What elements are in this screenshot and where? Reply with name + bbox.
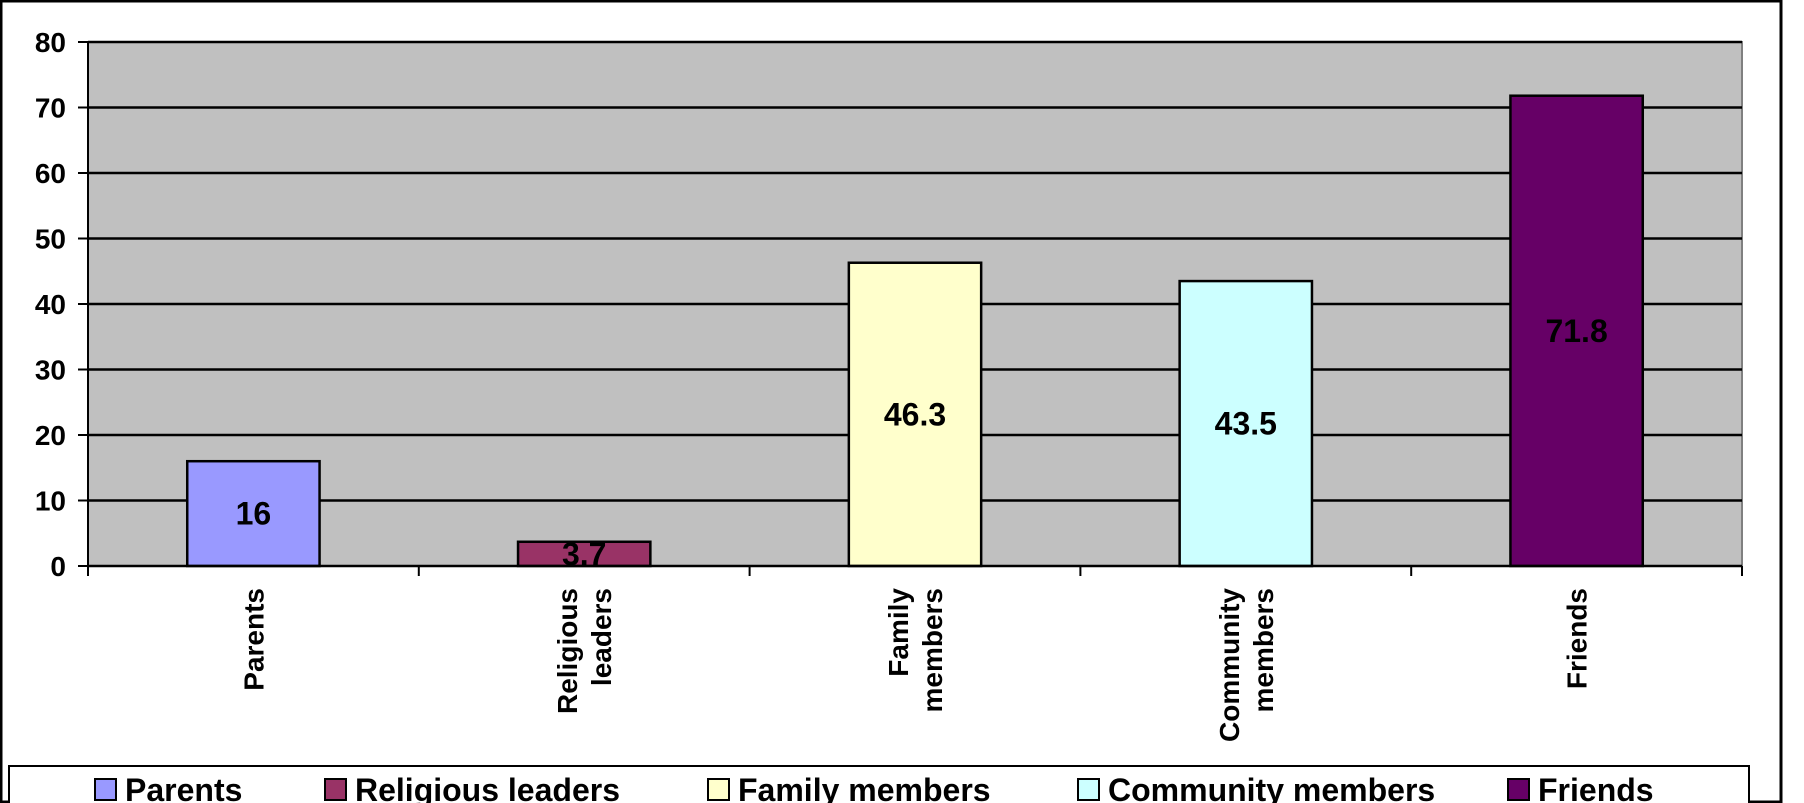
axes <box>78 41 1743 576</box>
y-tick-label: 30 <box>35 355 66 386</box>
x-category-label: Family members <box>883 588 948 713</box>
y-tick-label: 10 <box>35 486 66 517</box>
y-tick-label: 60 <box>35 158 66 189</box>
y-tick-label: 50 <box>35 224 66 255</box>
legend-label: Religious leaders <box>355 772 620 803</box>
x-category-label-line: members <box>917 588 948 713</box>
legend-swatch <box>1077 778 1100 801</box>
x-category-label: Religious leaders <box>552 588 617 714</box>
legend-label: Family members <box>738 772 991 803</box>
labels: 0 10 20 30 40 50 60 70 80 16 Parents 3.7 Religious le… <box>35 27 1608 742</box>
bar-friends <box>1509 94 1645 568</box>
x-category-label: Friends <box>1562 588 1593 689</box>
y-tick-label: 0 <box>50 551 66 582</box>
legend-label: Parents <box>125 772 242 803</box>
bars <box>185 94 1645 568</box>
data-label: 71.8 <box>1545 313 1607 349</box>
x-category-label-line: leaders <box>586 588 617 686</box>
bar-community-members <box>1178 279 1314 568</box>
x-category-label: Community members <box>1214 588 1279 742</box>
legend-swatch <box>707 778 730 801</box>
bar-religious-leaders <box>516 540 652 568</box>
bar-parents <box>185 459 321 568</box>
y-tick-label: 70 <box>35 93 66 124</box>
x-category-label-line: Friends <box>1562 588 1593 689</box>
legend-label: Friends <box>1538 772 1654 803</box>
legend: Parents Religious leaders Family members Co… <box>8 765 1750 803</box>
x-category-label-line: Parents <box>238 588 269 691</box>
y-tick-label: 40 <box>35 289 66 320</box>
x-category-label: Parents <box>238 588 269 691</box>
data-label: 3.7 <box>562 536 606 572</box>
legend-swatch <box>94 778 117 801</box>
y-tick-label: 80 <box>35 27 66 58</box>
data-label: 16 <box>236 496 272 532</box>
x-category-label-line: Religious <box>552 588 583 714</box>
x-category-label-line: Family <box>883 588 914 677</box>
x-category-label-line: Community <box>1214 588 1245 742</box>
bar-family-members <box>847 261 983 568</box>
x-category-label-line: members <box>1248 588 1279 713</box>
legend-box <box>8 765 1750 803</box>
data-label: 43.5 <box>1215 406 1277 442</box>
y-tick-label: 20 <box>35 420 66 451</box>
legend-swatch <box>324 778 347 801</box>
legend-swatch <box>1507 778 1530 801</box>
legend-label: Community members <box>1108 772 1435 803</box>
data-label: 46.3 <box>884 396 946 432</box>
